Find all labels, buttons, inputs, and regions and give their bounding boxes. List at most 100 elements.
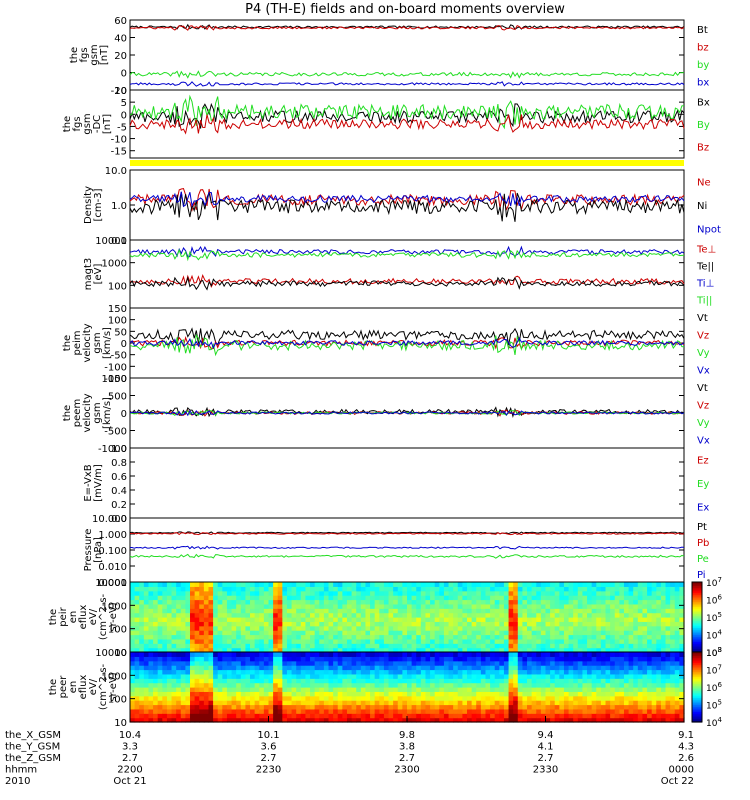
series-line-by bbox=[129, 70, 685, 79]
heatmap-cell bbox=[490, 717, 496, 723]
heatmap-cell bbox=[190, 695, 196, 701]
heatmap-cell bbox=[628, 603, 634, 609]
y-tick-label: -20 bbox=[111, 86, 127, 97]
heatmap-cell bbox=[143, 621, 150, 627]
heatmap-cell bbox=[190, 586, 196, 592]
heatmap-cell bbox=[273, 656, 279, 662]
heatmap-cell bbox=[397, 652, 403, 657]
heatmap-cell bbox=[351, 608, 357, 614]
heatmap-cell bbox=[203, 647, 210, 653]
heatmap-cell bbox=[291, 691, 297, 697]
heatmap-cell bbox=[508, 713, 514, 719]
y-tick-label: 10 bbox=[114, 86, 127, 97]
heatmap-cell bbox=[185, 695, 191, 701]
heatmap-cell bbox=[550, 643, 556, 649]
heatmap-cell bbox=[545, 599, 551, 605]
colorbar-segment bbox=[692, 653, 702, 657]
heatmap-cell bbox=[217, 687, 223, 692]
heatmap-cell bbox=[333, 647, 339, 653]
heatmap-cell bbox=[143, 669, 150, 675]
heatmap-cell bbox=[485, 656, 491, 662]
heatmap-cell bbox=[393, 590, 399, 596]
heatmap-cell bbox=[342, 678, 348, 684]
heatmap-cell bbox=[379, 678, 385, 684]
heatmap-cell bbox=[310, 617, 316, 622]
heatmap-cell bbox=[407, 608, 413, 614]
heatmap-cell bbox=[425, 713, 431, 719]
heatmap-cell bbox=[226, 638, 233, 644]
heatmap-cell bbox=[407, 643, 413, 649]
heatmap-cell bbox=[536, 638, 542, 644]
heatmap-cell bbox=[166, 682, 173, 688]
heatmap-cell bbox=[185, 647, 191, 653]
heatmap-cell bbox=[333, 669, 339, 675]
heatmap-cell bbox=[411, 603, 417, 609]
heatmap-cell bbox=[171, 638, 177, 644]
heatmap-cell bbox=[411, 612, 417, 618]
heatmap-cell bbox=[185, 634, 191, 640]
heatmap-cell bbox=[360, 590, 367, 596]
heatmap-cell bbox=[448, 678, 454, 684]
heatmap-cell bbox=[443, 599, 450, 605]
heatmap-cell bbox=[393, 691, 399, 697]
heatmap-cell bbox=[527, 621, 533, 627]
heatmap-cell bbox=[153, 643, 159, 649]
heatmap-cell bbox=[185, 608, 191, 614]
heatmap-cell bbox=[430, 717, 436, 723]
x-annot-value: 10.1 bbox=[257, 730, 279, 741]
heatmap-cell bbox=[596, 621, 602, 627]
heatmap-cell bbox=[513, 669, 519, 675]
heatmap-cell bbox=[411, 656, 417, 662]
heatmap-cell bbox=[610, 700, 616, 706]
heatmap-cell bbox=[171, 590, 177, 596]
heatmap-cell bbox=[485, 638, 491, 644]
heatmap-cell bbox=[374, 638, 380, 644]
heatmap-cell bbox=[153, 634, 159, 640]
heatmap-cell bbox=[457, 660, 463, 666]
heatmap-cell bbox=[236, 700, 242, 706]
heatmap-cell bbox=[282, 673, 288, 679]
heatmap-cell bbox=[383, 595, 390, 601]
heatmap-cell bbox=[250, 612, 256, 618]
heatmap-cell bbox=[328, 643, 334, 649]
heatmap-cell bbox=[370, 617, 376, 622]
heatmap-cell bbox=[420, 621, 427, 627]
heatmap-cell bbox=[319, 665, 325, 671]
heatmap-cell bbox=[213, 612, 219, 618]
heatmap-cell bbox=[480, 704, 487, 710]
heatmap-cell bbox=[166, 582, 173, 587]
heatmap-cell bbox=[153, 695, 159, 701]
heatmap-cell bbox=[420, 700, 427, 706]
heatmap-cell bbox=[513, 691, 519, 697]
heatmap-cell bbox=[130, 617, 136, 622]
heatmap-cell bbox=[665, 673, 671, 679]
heatmap-cell bbox=[300, 617, 307, 622]
heatmap-cell bbox=[226, 691, 233, 697]
heatmap-cell bbox=[600, 700, 607, 706]
heatmap-cell bbox=[674, 621, 680, 627]
heatmap-cell bbox=[282, 612, 288, 618]
heatmap-cell bbox=[600, 660, 607, 666]
heatmap-cell bbox=[139, 634, 145, 640]
heatmap-cell bbox=[305, 582, 311, 587]
heatmap-cell bbox=[550, 617, 556, 622]
heatmap-cell bbox=[596, 704, 602, 710]
heatmap-cell bbox=[310, 599, 316, 605]
heatmap-cell bbox=[582, 595, 588, 601]
heatmap-cell bbox=[143, 704, 150, 710]
heatmap-cell bbox=[268, 612, 274, 618]
heatmap-cell bbox=[402, 638, 408, 644]
heatmap-cell bbox=[513, 647, 519, 653]
heatmap-cell bbox=[254, 630, 260, 636]
heatmap-cell bbox=[143, 586, 150, 592]
heatmap-cell bbox=[623, 643, 630, 649]
heatmap-cell bbox=[527, 603, 533, 609]
heatmap-cell bbox=[651, 700, 657, 706]
heatmap-cell bbox=[647, 704, 653, 710]
heatmap-cell bbox=[656, 682, 662, 688]
y-tick-label: 20 bbox=[114, 51, 127, 62]
heatmap-cell bbox=[185, 656, 191, 662]
heatmap-cell bbox=[153, 582, 159, 587]
heatmap-cell bbox=[485, 687, 491, 692]
heatmap-cell bbox=[610, 625, 616, 631]
